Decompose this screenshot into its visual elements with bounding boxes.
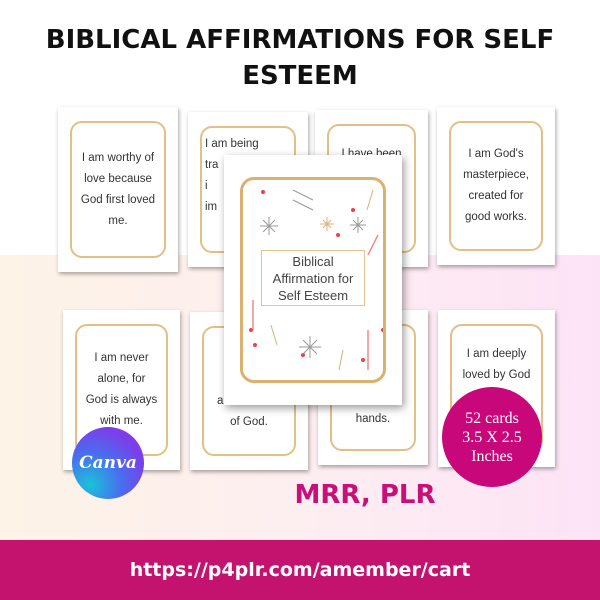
card-text: I am being tra i im — [205, 138, 259, 213]
card-text: I am God's masterpiece, created for good… — [463, 148, 529, 223]
snowflake-pattern-icon — [249, 189, 383, 371]
page-title: BIBLICAL AFFIRMATIONS FOR SELF ESTEEM — [45, 25, 555, 91]
card-text: I am deeply loved by God — [462, 348, 531, 381]
canva-logo: Canva — [72, 427, 144, 499]
floral-pattern: Biblical Affirmation for Self Esteem — [240, 177, 386, 383]
affirmation-card: I am God's masterpiece, created for good… — [437, 107, 555, 265]
card-count-badge: 52 cards 3.5 X 2.5 Inches — [442, 387, 542, 487]
cover-card: Biblical Affirmation for Self Esteem — [224, 155, 402, 405]
card-text: I am never alone, for God is always with… — [85, 352, 158, 427]
cover-title: Biblical Affirmation for Self Esteem — [261, 250, 365, 306]
affirmation-card: I am worthy of love because God first lo… — [58, 107, 178, 272]
card-text: I am worthy of love because God first lo… — [80, 151, 156, 227]
license-label: MRR, PLR — [294, 480, 436, 510]
url-link[interactable]: https://p4plr.com/amember/cart — [129, 559, 471, 581]
footer-bar: https://p4plr.com/amember/cart — [0, 540, 600, 600]
